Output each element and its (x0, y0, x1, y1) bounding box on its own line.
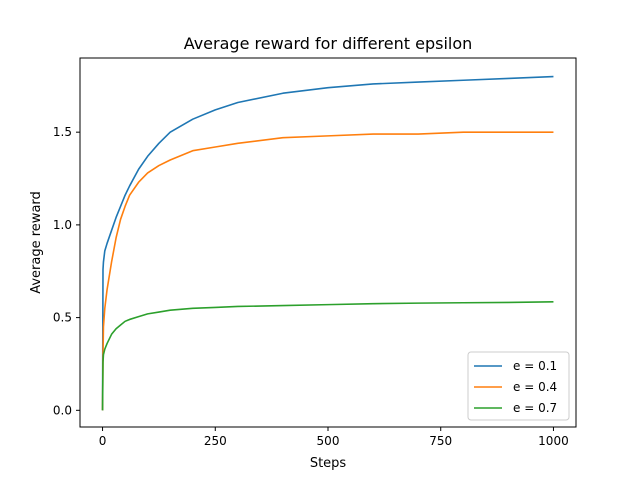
legend-label: e = 0.1 (513, 359, 557, 373)
x-tick-label: 1000 (538, 434, 569, 448)
series-line-1 (101, 75, 554, 411)
y-axis-label: Average reward (29, 191, 44, 294)
y-tick-label: 1.0 (53, 218, 72, 232)
plot-area (79, 57, 577, 428)
chart-title: Average reward for different epsilon (184, 34, 473, 53)
legend-label: e = 0.4 (513, 380, 557, 394)
series-line-2 (101, 131, 554, 411)
legend-entries: e = 0.1 e = 0.4 e = 0.7 (474, 359, 557, 415)
y-tick-label: 0.5 (53, 311, 72, 325)
legend: e = 0.1 e = 0.4 e = 0.7 (467, 351, 570, 421)
series-layer (101, 75, 554, 411)
x-tick-label: 250 (204, 434, 227, 448)
x-tick-label: 750 (429, 434, 452, 448)
legend-label: e = 0.7 (513, 401, 557, 415)
x-tick-label: 0 (99, 434, 107, 448)
y-tick-label: 0.0 (53, 403, 72, 417)
legend-box (467, 351, 570, 421)
series-line-3 (101, 301, 554, 411)
x-axis-ticks: 0 250 500 750 1000 (99, 427, 569, 448)
y-axis-ticks: 0.0 0.5 1.0 1.5 (53, 125, 80, 417)
x-tick-label: 500 (317, 434, 340, 448)
y-tick-label: 1.5 (53, 125, 72, 139)
x-axis-label: Steps (310, 456, 347, 471)
